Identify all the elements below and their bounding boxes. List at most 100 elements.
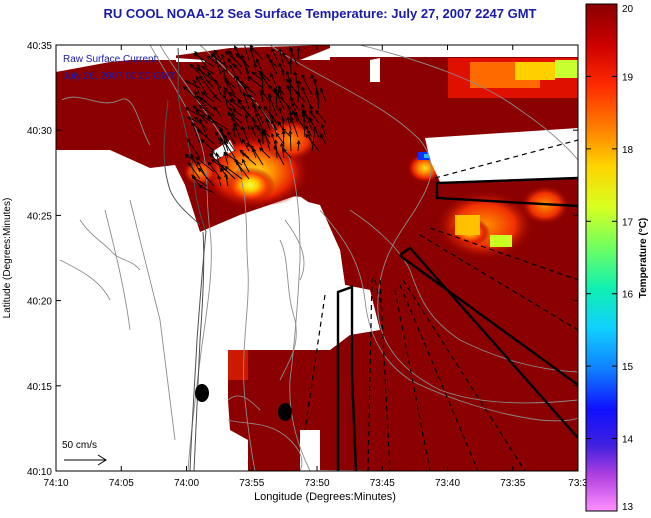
- x-axis: 74:10 74:05 74:00 73:55 73:50 73:45 73:40 73:35…: [43, 45, 588, 489]
- current-vector: [220, 164, 236, 180]
- current-vector: [185, 80, 201, 89]
- current-vector: [286, 116, 292, 131]
- current-vector: [220, 53, 229, 75]
- y-tick-label: 40:15: [27, 382, 52, 393]
- current-vector: [206, 55, 222, 68]
- colorbar-tick-label: 13: [622, 502, 634, 513]
- current-vector: [280, 68, 285, 82]
- current-vector: [273, 145, 285, 166]
- current-vector: [305, 133, 320, 152]
- current-vector: [241, 152, 257, 166]
- current-vector: [191, 176, 208, 187]
- current-vector: [296, 91, 306, 103]
- colorbar-tick-label: 19: [622, 72, 634, 83]
- colorbar-tick-label: 20: [622, 4, 634, 15]
- current-vector: [265, 118, 271, 131]
- current-vector: [310, 73, 320, 96]
- current-vector: [270, 72, 278, 89]
- current-vector: [308, 109, 320, 124]
- current-vector: [215, 152, 222, 173]
- current-vector: [186, 138, 201, 159]
- coverage-boundary: [336, 176, 578, 471]
- current-vector: [233, 122, 243, 145]
- scale-label: 50 cm/s: [62, 440, 97, 451]
- current-vector: [182, 85, 201, 103]
- current-vector: [195, 156, 215, 173]
- current-vector: [206, 79, 215, 89]
- current-vector: [227, 111, 243, 131]
- current-vector: [224, 165, 243, 180]
- current-vector: [200, 138, 215, 152]
- current-vector: [296, 46, 301, 61]
- sst-field: [56, 45, 578, 471]
- current-vector: [288, 46, 299, 68]
- current-vector: [290, 96, 299, 110]
- current-vector: [223, 86, 236, 103]
- current-vector: [241, 138, 250, 152]
- current-vector: [268, 93, 278, 117]
- x-tick-label: 73:40: [435, 478, 460, 489]
- current-vector: [228, 98, 243, 110]
- radar-site-marker: [278, 403, 292, 421]
- surface-current-vectors: [182, 45, 327, 194]
- current-vector: [271, 47, 278, 61]
- current-vector: [228, 49, 236, 61]
- x-tick-label: 73:50: [304, 478, 329, 489]
- current-vector: [198, 185, 215, 194]
- current-vector: [313, 77, 320, 103]
- current-vector: [255, 58, 264, 75]
- radar-site-marker: [195, 384, 209, 402]
- current-vector: [200, 115, 215, 124]
- current-vector: [253, 62, 258, 75]
- current-vector: [282, 148, 292, 159]
- current-vector: [266, 53, 278, 75]
- current-vector: [277, 85, 285, 96]
- current-vector: [207, 71, 222, 89]
- y-axis-label: Latitude (Degrees:Minutes): [2, 198, 13, 319]
- x-tick-label: 74:10: [43, 478, 68, 489]
- colorbar-tick-label: 17: [622, 217, 634, 228]
- current-vector: [280, 142, 285, 159]
- current-vector: [195, 67, 215, 82]
- current-vector: [251, 71, 264, 82]
- current-label-line1: Raw Surface Current:: [63, 54, 159, 65]
- y-tick-label: 40:10: [27, 467, 52, 478]
- current-vector: [243, 85, 257, 96]
- current-vector: [242, 45, 250, 61]
- current-vector: [224, 77, 236, 96]
- current-vector: [186, 116, 201, 124]
- current-vector: [250, 144, 264, 166]
- current-vector: [196, 129, 215, 145]
- current-vector: [224, 172, 229, 187]
- current-vector: [260, 89, 271, 103]
- y-tick-label: 40:30: [27, 126, 52, 137]
- current-vector: [222, 95, 236, 110]
- current-vector: [250, 125, 257, 138]
- y-tick-label: 40:35: [27, 41, 52, 52]
- current-vector: [193, 79, 201, 96]
- x-tick-label: 73:3: [568, 478, 588, 489]
- current-vector: [281, 129, 286, 152]
- current-vector: [217, 174, 222, 187]
- current-vector: [242, 58, 250, 82]
- y-tick-label: 40:20: [27, 297, 52, 308]
- current-vector: [223, 134, 236, 152]
- current-vector: [301, 112, 306, 138]
- current-vector: [194, 116, 208, 131]
- scale-arrow: [64, 454, 107, 466]
- current-vector: [215, 131, 222, 145]
- current-vector: [191, 121, 201, 145]
- current-vector: [258, 147, 271, 159]
- colorbar-tick-label: 14: [622, 435, 634, 446]
- current-vector: [301, 86, 313, 110]
- current-vector: [263, 128, 271, 152]
- current-vector: [199, 118, 208, 138]
- colorbar: [585, 3, 618, 512]
- current-vector: [288, 59, 293, 75]
- current-vector: [314, 90, 320, 110]
- x-tick-label: 74:00: [174, 478, 199, 489]
- current-vector: [196, 63, 208, 82]
- current-vector: [291, 102, 299, 117]
- current-vector: [212, 50, 222, 75]
- current-vector: [199, 75, 215, 96]
